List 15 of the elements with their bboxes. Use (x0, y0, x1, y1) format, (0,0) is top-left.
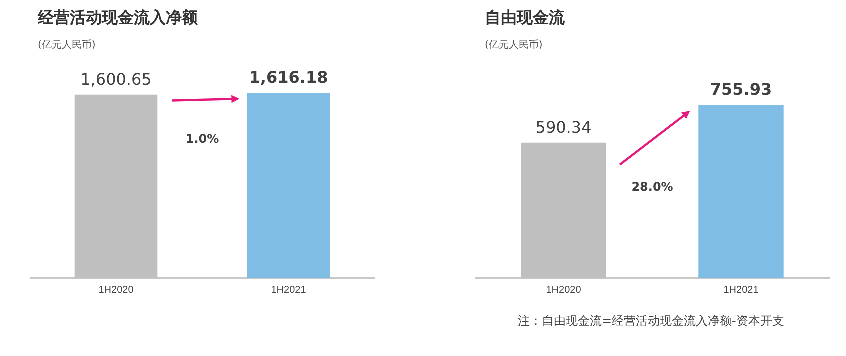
chart-subtitle: (亿元人民币) (38, 38, 96, 52)
x-tick-label: 1H2021 (271, 284, 307, 296)
data-label: 590.34 (536, 118, 592, 138)
annotation: 28.0% (632, 180, 674, 194)
data-label: 1,616.18 (249, 68, 328, 88)
x-tick-label: 1H2021 (724, 284, 760, 296)
chart-subtitle: (亿元人民币) (485, 38, 543, 52)
x-tick-label: 1H2020 (98, 284, 134, 296)
annotation: 1.0% (186, 132, 220, 146)
text: 注：自由现金流=经营活动现金流入净额-资本开支 (518, 313, 784, 330)
data-label: 1,600.65 (80, 70, 152, 89)
data-label: 755.93 (710, 80, 772, 100)
x-tick-label: 1H2020 (546, 284, 582, 296)
chart-title: 自由现金流 (485, 8, 565, 29)
chart-title: 经营活动现金流入净额 (38, 8, 198, 29)
